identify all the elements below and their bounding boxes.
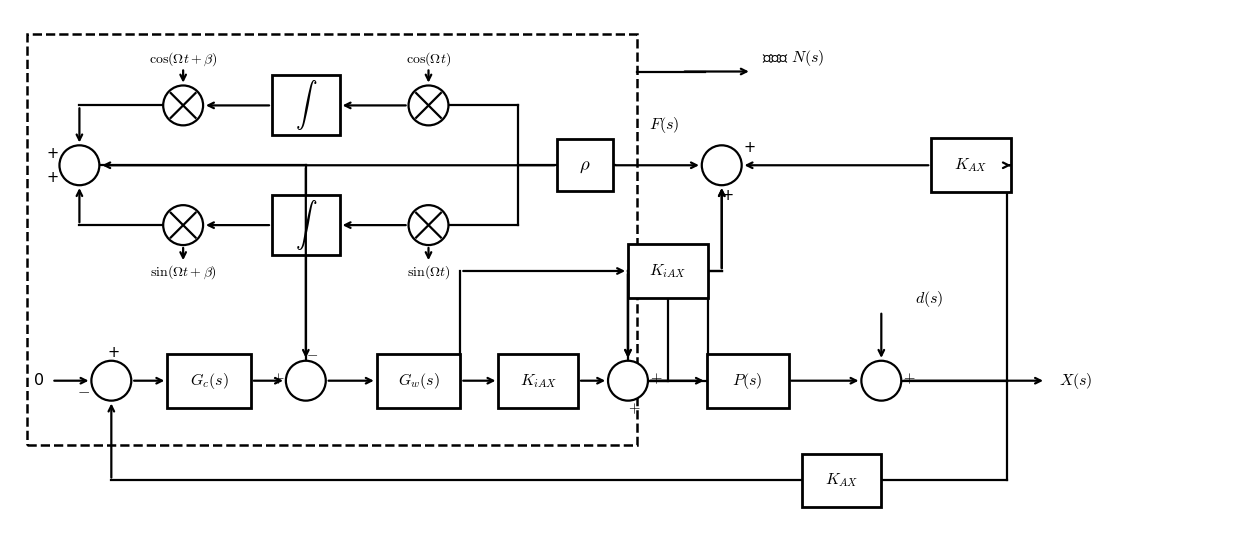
Circle shape (164, 85, 203, 125)
Bar (272, 195, 340, 255)
Text: $+$: $+$ (903, 371, 915, 386)
Text: $d(s)$: $d(s)$ (915, 289, 944, 309)
Bar (167, 354, 250, 408)
Text: $\sin(\Omega t+\beta)$: $\sin(\Omega t+\beta)$ (150, 263, 217, 281)
Text: $\cos(\Omega t)$: $\cos(\Omega t)$ (405, 50, 451, 68)
Circle shape (608, 361, 649, 401)
Text: $K_{iAX}$: $K_{iAX}$ (650, 262, 687, 280)
Text: $G_c(s)$: $G_c(s)$ (190, 371, 228, 391)
Bar (801, 454, 882, 507)
Bar (377, 354, 460, 408)
Bar (26, 34, 637, 445)
Text: $\int$: $\int$ (295, 198, 317, 252)
Circle shape (862, 361, 901, 401)
Text: $\int$: $\int$ (295, 78, 317, 132)
Circle shape (408, 205, 449, 245)
Bar (498, 354, 578, 408)
Text: +: + (108, 345, 119, 360)
Text: +: + (722, 188, 734, 203)
Text: +: + (46, 169, 58, 185)
Bar (627, 244, 708, 298)
Text: +: + (46, 146, 58, 161)
Bar (557, 139, 613, 191)
Text: $K_{AX}$: $K_{AX}$ (955, 156, 988, 174)
Text: $F(s)$: $F(s)$ (649, 115, 680, 135)
Text: $+$: $+$ (272, 371, 284, 386)
Text: $-$: $-$ (306, 345, 317, 360)
Text: $G_w(s)$: $G_w(s)$ (398, 371, 439, 391)
Bar (272, 76, 340, 135)
Text: $\cos(\Omega t+\beta)$: $\cos(\Omega t+\beta)$ (149, 50, 217, 68)
Text: $\sin(\Omega t)$: $\sin(\Omega t)$ (407, 263, 450, 281)
Bar (931, 139, 1011, 192)
Text: +: + (744, 140, 755, 155)
Text: $\rho$: $\rho$ (579, 156, 590, 175)
Text: $-$: $-$ (77, 383, 91, 398)
Text: $K_{iAX}$: $K_{iAX}$ (520, 372, 557, 390)
Text: $P(s)$: $P(s)$ (733, 371, 763, 391)
Text: $X(s)$: $X(s)$ (1059, 371, 1092, 391)
Text: $K_{AX}$: $K_{AX}$ (825, 472, 858, 489)
Bar (707, 354, 789, 408)
Circle shape (702, 146, 742, 185)
Circle shape (60, 146, 99, 185)
Text: 0: 0 (35, 373, 45, 388)
Text: $+$: $+$ (627, 401, 640, 416)
Circle shape (408, 85, 449, 125)
Text: 陷波器 $N(s)$: 陷波器 $N(s)$ (761, 47, 825, 68)
Circle shape (286, 361, 326, 401)
Text: $+$: $+$ (650, 371, 662, 386)
Circle shape (164, 205, 203, 245)
Circle shape (92, 361, 131, 401)
